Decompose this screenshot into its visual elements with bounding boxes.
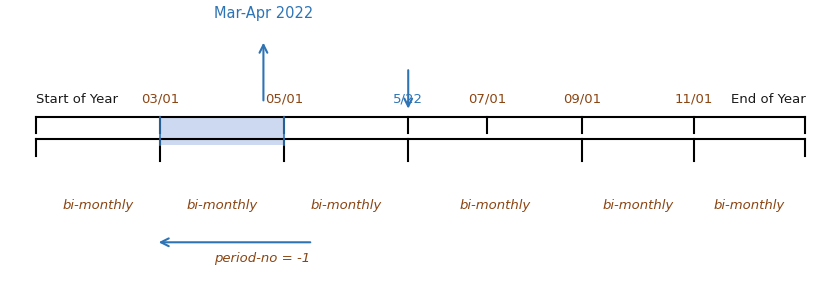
Text: Mar-Apr 2022: Mar-Apr 2022 bbox=[214, 6, 313, 21]
Text: 07/01: 07/01 bbox=[467, 93, 506, 106]
Text: period-no = -1: period-no = -1 bbox=[214, 252, 310, 265]
Text: bi-monthly: bi-monthly bbox=[62, 199, 133, 211]
Text: Start of Year: Start of Year bbox=[36, 93, 118, 106]
Text: bi-monthly: bi-monthly bbox=[602, 199, 673, 211]
Text: bi-monthly: bi-monthly bbox=[714, 199, 786, 211]
Text: bi-monthly: bi-monthly bbox=[187, 199, 257, 211]
Text: bi-monthly: bi-monthly bbox=[311, 199, 382, 211]
Bar bbox=[160, 117, 284, 144]
Text: 03/01: 03/01 bbox=[141, 93, 179, 106]
Text: 11/01: 11/01 bbox=[675, 93, 713, 106]
Text: bi-monthly: bi-monthly bbox=[460, 199, 531, 211]
Text: End of Year: End of Year bbox=[731, 93, 806, 106]
Text: 09/01: 09/01 bbox=[563, 93, 601, 106]
Text: 5/22: 5/22 bbox=[393, 93, 423, 106]
Text: 05/01: 05/01 bbox=[265, 93, 303, 106]
